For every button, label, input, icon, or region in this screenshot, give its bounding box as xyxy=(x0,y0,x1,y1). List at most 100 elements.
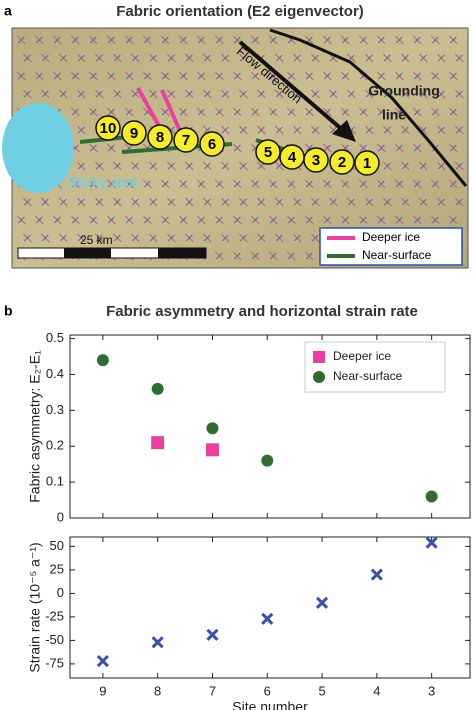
point xyxy=(261,454,274,467)
y-axis-label: Strain rate (10⁻⁵ a⁻¹) xyxy=(27,542,43,672)
cross xyxy=(185,54,193,62)
cross xyxy=(365,126,373,134)
cross xyxy=(413,180,421,188)
cross xyxy=(293,126,301,134)
cross xyxy=(455,90,463,98)
cross xyxy=(95,162,103,170)
cross xyxy=(131,198,139,206)
cross xyxy=(305,216,313,224)
cross xyxy=(365,54,373,62)
cross xyxy=(131,162,139,170)
cross xyxy=(107,72,115,80)
cross xyxy=(167,162,175,170)
cross xyxy=(239,54,247,62)
cross xyxy=(53,216,61,224)
cross xyxy=(293,198,301,206)
cross xyxy=(77,198,85,206)
point xyxy=(151,436,165,450)
cross xyxy=(311,198,319,206)
cross xyxy=(383,126,391,134)
cross xyxy=(233,216,241,224)
cross xyxy=(437,126,445,134)
y-tick-label: 0.5 xyxy=(46,330,64,345)
cross xyxy=(359,180,367,188)
cross xyxy=(53,72,61,80)
cross xyxy=(89,144,97,152)
cross xyxy=(95,54,103,62)
map-legend xyxy=(319,227,463,266)
x-marker xyxy=(425,536,438,549)
cross xyxy=(275,90,283,98)
cross xyxy=(23,90,31,98)
site-label: 2 xyxy=(338,154,346,171)
site-marker xyxy=(95,115,121,141)
cross xyxy=(413,36,421,44)
point xyxy=(206,422,219,435)
cross xyxy=(41,90,49,98)
cross xyxy=(95,234,103,242)
site-marker xyxy=(354,150,380,176)
cross xyxy=(113,162,121,170)
point xyxy=(96,354,109,367)
cross xyxy=(125,72,133,80)
site-label: 1 xyxy=(363,155,371,172)
cross xyxy=(359,144,367,152)
cross xyxy=(341,36,349,44)
cross xyxy=(149,54,157,62)
cross xyxy=(311,126,319,134)
cross xyxy=(431,216,439,224)
site-label: 10 xyxy=(100,120,117,137)
cross xyxy=(23,54,31,62)
cross xyxy=(149,90,157,98)
cross xyxy=(347,90,355,98)
cross xyxy=(239,198,247,206)
cross xyxy=(131,54,139,62)
deeper-ice-orientation xyxy=(136,87,162,129)
cross xyxy=(17,216,25,224)
cross xyxy=(305,180,313,188)
cross xyxy=(125,180,133,188)
cross xyxy=(221,234,229,242)
cross xyxy=(341,72,349,80)
cross xyxy=(323,72,331,80)
legend-label: Deeper ice xyxy=(333,349,391,363)
cross xyxy=(431,180,439,188)
cross xyxy=(257,234,265,242)
point xyxy=(315,596,329,609)
cross xyxy=(377,36,385,44)
cross xyxy=(401,90,409,98)
cross xyxy=(215,108,223,116)
cross xyxy=(149,162,157,170)
cross xyxy=(365,198,373,206)
cross xyxy=(59,54,67,62)
cross xyxy=(269,108,277,116)
y-tick-label: -50 xyxy=(45,632,64,647)
cross xyxy=(341,216,349,224)
cross xyxy=(293,54,301,62)
cross xyxy=(437,54,445,62)
x-tick-label: 3 xyxy=(428,683,435,698)
cross xyxy=(95,198,103,206)
cross xyxy=(23,234,31,242)
cross xyxy=(161,108,169,116)
cross xyxy=(203,162,211,170)
cross xyxy=(143,216,151,224)
legend-box xyxy=(304,341,446,393)
cross xyxy=(269,36,277,44)
cross xyxy=(107,36,115,44)
cross xyxy=(149,198,157,206)
map: Flow direction Grounding line Sticky spo… xyxy=(2,27,469,269)
y-tick-label: 0.4 xyxy=(46,366,64,381)
site-marker xyxy=(147,124,173,150)
cross xyxy=(275,54,283,62)
cross xyxy=(203,126,211,134)
x-tick-label: 6 xyxy=(264,683,271,698)
site-label: 5 xyxy=(264,144,272,161)
cross xyxy=(125,108,133,116)
cross xyxy=(17,72,25,80)
x-tick-label: 7 xyxy=(209,683,216,698)
cross xyxy=(305,72,313,80)
cross xyxy=(347,198,355,206)
cross xyxy=(419,54,427,62)
cross xyxy=(41,54,49,62)
